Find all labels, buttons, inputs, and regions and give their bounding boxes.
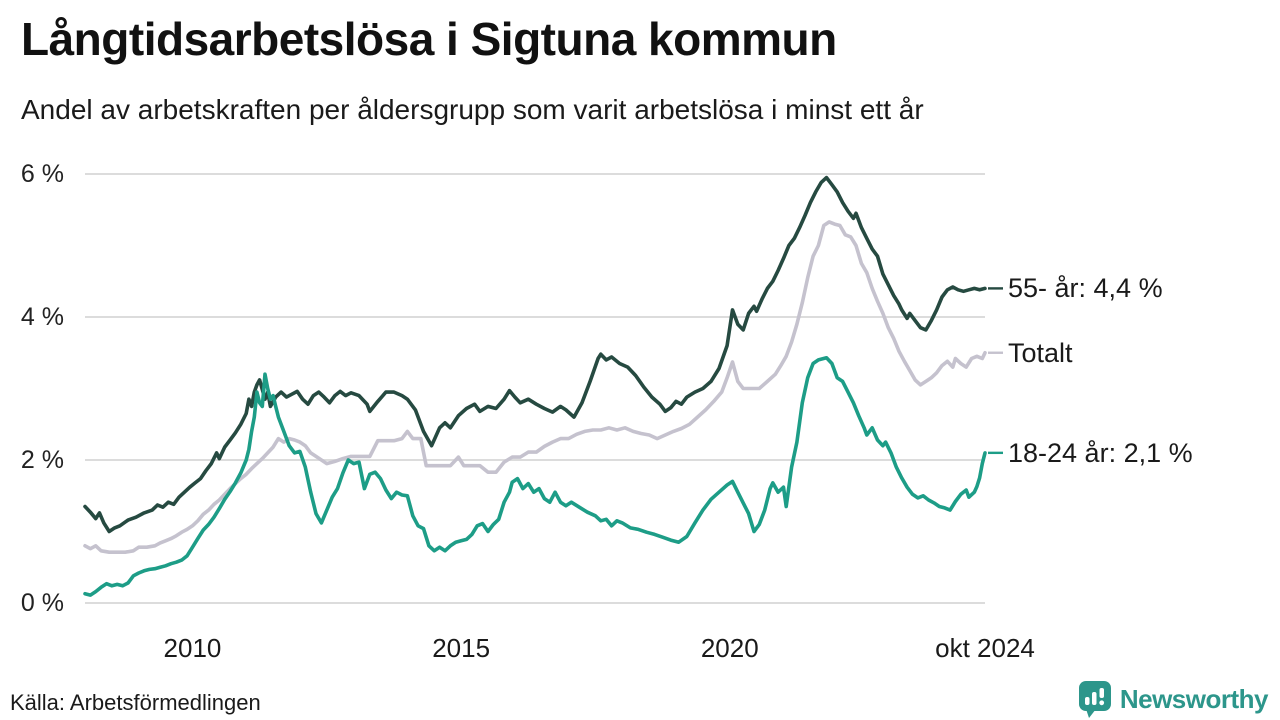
newsworthy-icon bbox=[1078, 681, 1111, 718]
x-tick-label: 2010 bbox=[163, 633, 222, 663]
source-note: Källa: Arbetsförmedlingen bbox=[10, 690, 261, 715]
series-end-label: 55- år: 4,4 % bbox=[1008, 273, 1163, 304]
y-tick-label: 2 % bbox=[20, 446, 64, 474]
series-line-Totalt bbox=[83, 220, 987, 555]
y-tick-label: 0 % bbox=[20, 589, 64, 617]
x-tick-label: okt 2024 bbox=[935, 633, 1035, 663]
y-tick-label: 4 % bbox=[20, 303, 64, 331]
newsworthy-logo[interactable]: Newsworthy bbox=[1078, 680, 1269, 718]
page-subtitle: Andel av arbetskraften per åldersgrupp s… bbox=[21, 94, 924, 125]
newsworthy-wordmark: Newsworthy bbox=[1119, 683, 1269, 714]
series-end-label: Totalt bbox=[1008, 337, 1073, 368]
series-line-18-24år bbox=[83, 355, 987, 597]
page-title: Långtidsarbetslösa i Sigtuna kommun bbox=[21, 13, 837, 65]
x-tick-label: 2020 bbox=[700, 633, 759, 663]
x-tick-label: 2015 bbox=[432, 633, 491, 663]
series-line-55-år bbox=[83, 175, 987, 534]
y-tick-label: 6 % bbox=[20, 160, 64, 188]
series-end-label: 18-24 år: 2,1 % bbox=[1008, 437, 1193, 468]
